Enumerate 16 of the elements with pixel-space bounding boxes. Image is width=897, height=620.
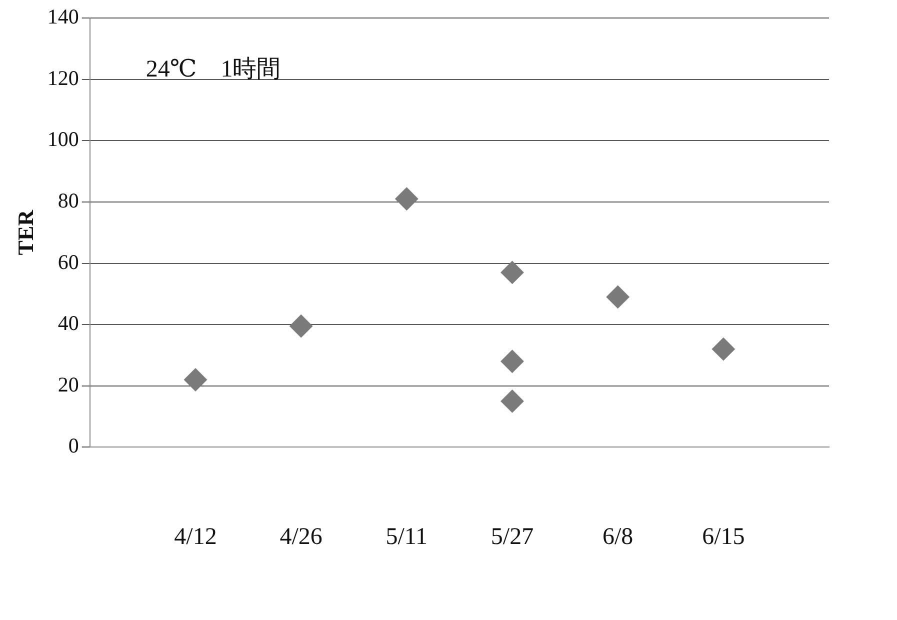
x-tick-label: 4/26 [280,524,322,550]
y-tick-label: 20 [58,372,79,396]
y-tick-label: 80 [58,188,79,212]
x-tick-label: 5/27 [490,524,534,550]
x-tick-label: 6/8 [602,524,634,550]
y-tick-label: 100 [47,127,79,152]
x-tick-label: 5/11 [386,524,428,550]
y-axis-title: TER [12,208,38,256]
x-tick-label: 4/12 [174,524,217,550]
annotation: 24℃ 1時間 [146,56,281,82]
x-tick-label: 6/15 [702,524,745,550]
y-tick-label: 0 [68,434,79,458]
y-tick-label: 140 [47,4,79,29]
y-tick-label: 40 [58,311,79,336]
y-tick-label: 60 [58,250,79,274]
y-tick-label: 120 [47,66,79,90]
